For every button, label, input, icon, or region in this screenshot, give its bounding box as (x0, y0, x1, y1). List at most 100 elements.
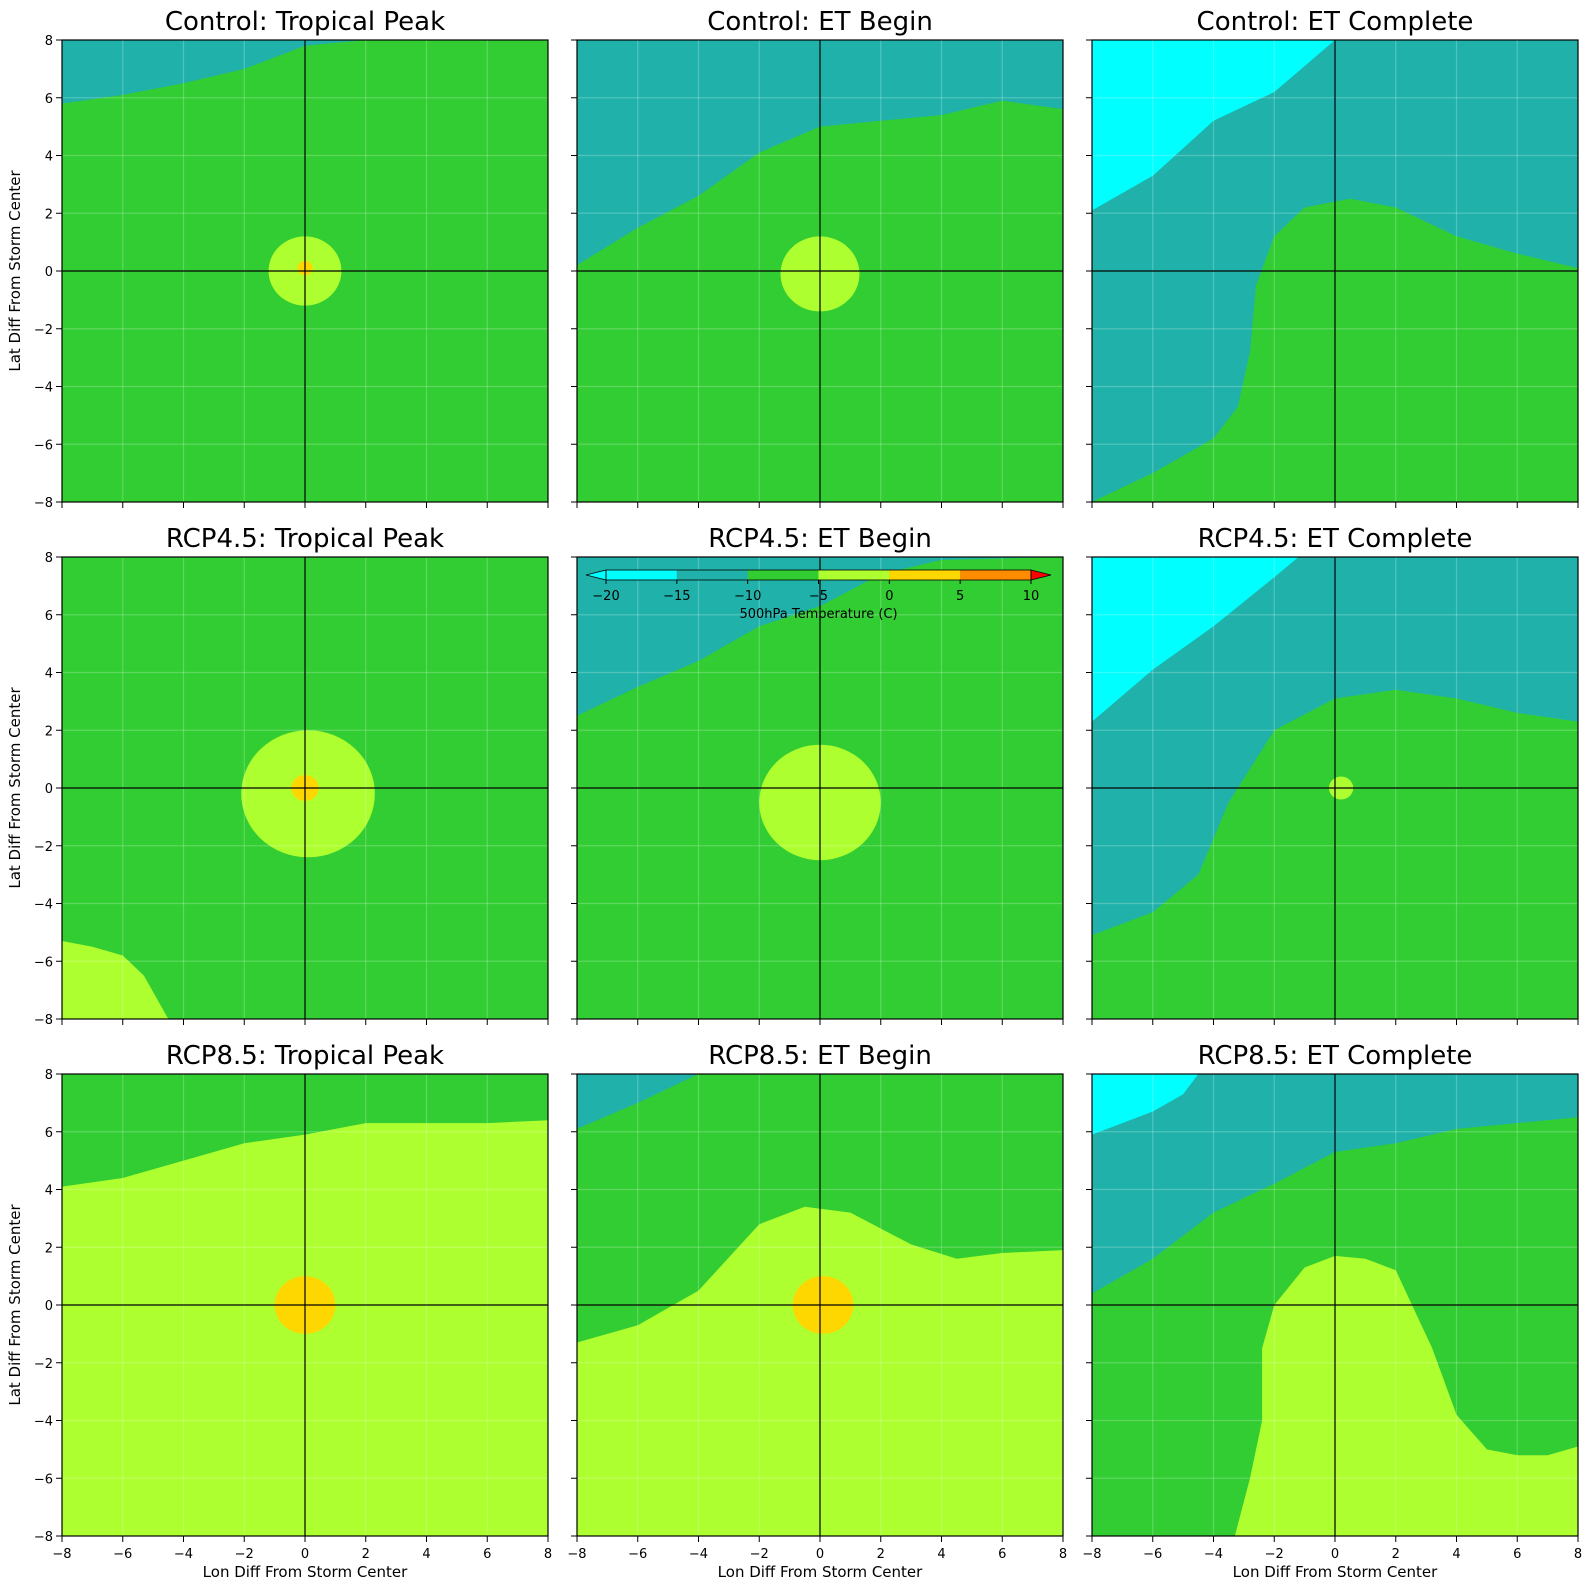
y-tick-label: −2 (34, 1357, 53, 1372)
colorbar-tick-label: 10 (1023, 589, 1040, 604)
y-tick-label: −2 (34, 323, 53, 338)
x-tick-label: 2 (1392, 1547, 1400, 1562)
x-tick-label: 0 (1331, 1547, 1339, 1562)
x-tick-label: 0 (301, 1547, 309, 1562)
y-tick-label: 0 (45, 265, 53, 280)
panel-5: RCP4.5: ET Begin (571, 524, 1064, 1025)
x-tick-label: 2 (362, 1547, 370, 1562)
panel-title: Control: ET Begin (707, 7, 933, 37)
y-tick-label: −6 (34, 955, 53, 970)
filled-regions (62, 730, 375, 1019)
colorbar-segment (676, 570, 748, 580)
y-tick-label: 4 (45, 1184, 53, 1199)
x-tick-label: −4 (174, 1547, 193, 1562)
x-tick-label: −8 (567, 1547, 586, 1562)
y-tick-label: 6 (45, 92, 53, 107)
temperature-region (1234, 1255, 1578, 1536)
y-tick-label: −8 (34, 1013, 53, 1028)
panel-title: RCP4.5: ET Begin (708, 524, 932, 554)
x-tick-label: −4 (689, 1547, 708, 1562)
panel-6: RCP4.5: ET Complete (1086, 524, 1579, 1025)
y-tick-label: 4 (45, 150, 53, 165)
temperature-region (1092, 40, 1335, 211)
colorbar: −20 −15 −10 −5 0 5 10 500hPa Temperature (C) (585, 569, 1052, 622)
x-tick-label: −6 (1143, 1547, 1162, 1562)
temperature-region (1092, 1074, 1578, 1294)
colorbar-tick-label: 5 (956, 589, 964, 604)
panel-9: −8 −6 −4 −2 0 2 4 6 8 RCP8.5: ET Complete Lon Diff… (1082, 1041, 1582, 1581)
colorbar-tick-label: −15 (663, 589, 690, 604)
colorbar-tick-label: −20 (592, 589, 619, 604)
x-tick-label: 4 (422, 1547, 430, 1562)
x-tick-label: −6 (628, 1547, 647, 1562)
temperature-region (1092, 1074, 1199, 1135)
y-tick-label: 8 (45, 34, 53, 49)
x-tick-label: 6 (483, 1547, 491, 1562)
y-tick-label: −6 (34, 1472, 53, 1487)
temperature-region (577, 557, 1063, 716)
x-tick-label: 8 (1059, 1547, 1067, 1562)
panel-title: RCP8.5: ET Complete (1198, 1041, 1473, 1071)
colorbar-tick-label: −5 (809, 589, 828, 604)
y-axis-label: Lat Diff From Storm Center (6, 170, 24, 372)
y-tick-label: −8 (34, 496, 53, 511)
y-tick-label: 0 (45, 782, 53, 797)
colorbar-tick-label: 0 (885, 589, 893, 604)
colorbar-segment (606, 570, 677, 580)
panel-title: RCP4.5: Tropical Peak (166, 524, 444, 554)
x-tick-label: −2 (750, 1547, 769, 1562)
x-axis-label: Lon Diff From Storm Center (718, 1563, 923, 1581)
y-tick-label: 6 (45, 1126, 53, 1141)
colorbar-label: 500hPa Temperature (C) (739, 607, 897, 622)
x-tick-label: 2 (877, 1547, 885, 1562)
y-tick-label: 4 (45, 667, 53, 682)
x-tick-label: −4 (1204, 1547, 1223, 1562)
y-tick-label: 2 (45, 207, 53, 222)
panel-8: −8 −6 −4 −2 0 2 4 6 8 RCP8.5: ET Begin Lon Diff Fr… (567, 1041, 1067, 1581)
x-tick-label: 0 (816, 1547, 824, 1562)
colorbar-segment (747, 570, 819, 580)
y-tick-label: −2 (34, 840, 53, 855)
y-tick-label: 2 (45, 724, 53, 739)
y-tick-label: 6 (45, 609, 53, 624)
y-tick-label: −4 (34, 1415, 53, 1430)
colorbar-segment (889, 570, 961, 580)
x-tick-label: −8 (1082, 1547, 1101, 1562)
panel-title: Control: ET Complete (1197, 7, 1474, 37)
y-tick-label: −6 (34, 438, 53, 453)
temperature-region (577, 40, 1063, 266)
y-axis-label: Lat Diff From Storm Center (6, 1204, 24, 1406)
panel-3: Control: ET Complete (1086, 7, 1579, 508)
x-tick-label: −2 (235, 1547, 254, 1562)
panel-1: −8 −6 −4 −2 0 2 4 6 8 Control: Tropical Peak Lat D… (6, 7, 549, 511)
x-tick-label: 8 (544, 1547, 552, 1562)
temperature-region (1092, 557, 1578, 936)
y-tick-label: 0 (45, 1299, 53, 1314)
x-tick-label: 4 (937, 1547, 945, 1562)
temperature-region (62, 40, 366, 104)
y-tick-label: −4 (34, 898, 53, 913)
temperature-region (577, 1074, 699, 1129)
x-tick-label: 8 (1574, 1547, 1582, 1562)
colorbar-segment (818, 570, 890, 580)
temperature-region (1092, 557, 1299, 722)
y-tick-label: 2 (45, 1241, 53, 1256)
filled-regions (1092, 40, 1578, 502)
y-tick-label: 8 (45, 1068, 53, 1083)
panel-title: RCP8.5: ET Begin (708, 1041, 932, 1071)
temperature-region (62, 941, 169, 1019)
y-tick-label: −4 (34, 381, 53, 396)
y-axis-label: Lat Diff From Storm Center (6, 687, 24, 889)
x-tick-label: 6 (1513, 1547, 1521, 1562)
y-tick-label: 8 (45, 551, 53, 566)
colorbar-segment (960, 570, 1031, 580)
panel-2: Control: ET Begin (571, 7, 1064, 508)
panel-4: −8 −6 −4 −2 0 2 4 6 8 RCP4.5: Tropical Peak Lat Di… (6, 524, 549, 1028)
x-tick-label: 4 (1452, 1547, 1460, 1562)
y-tick-label: −8 (34, 1530, 53, 1545)
panel-title: RCP8.5: Tropical Peak (166, 1041, 444, 1071)
colorbar-tick-label: −10 (734, 589, 761, 604)
panel-7: −8 −6 −4 −2 0 2 4 6 8 −8 −6 −4 −2 0 2 4 6 8 RCP8.5: Tropic… (6, 1041, 552, 1581)
x-tick-label: −2 (1265, 1547, 1284, 1562)
